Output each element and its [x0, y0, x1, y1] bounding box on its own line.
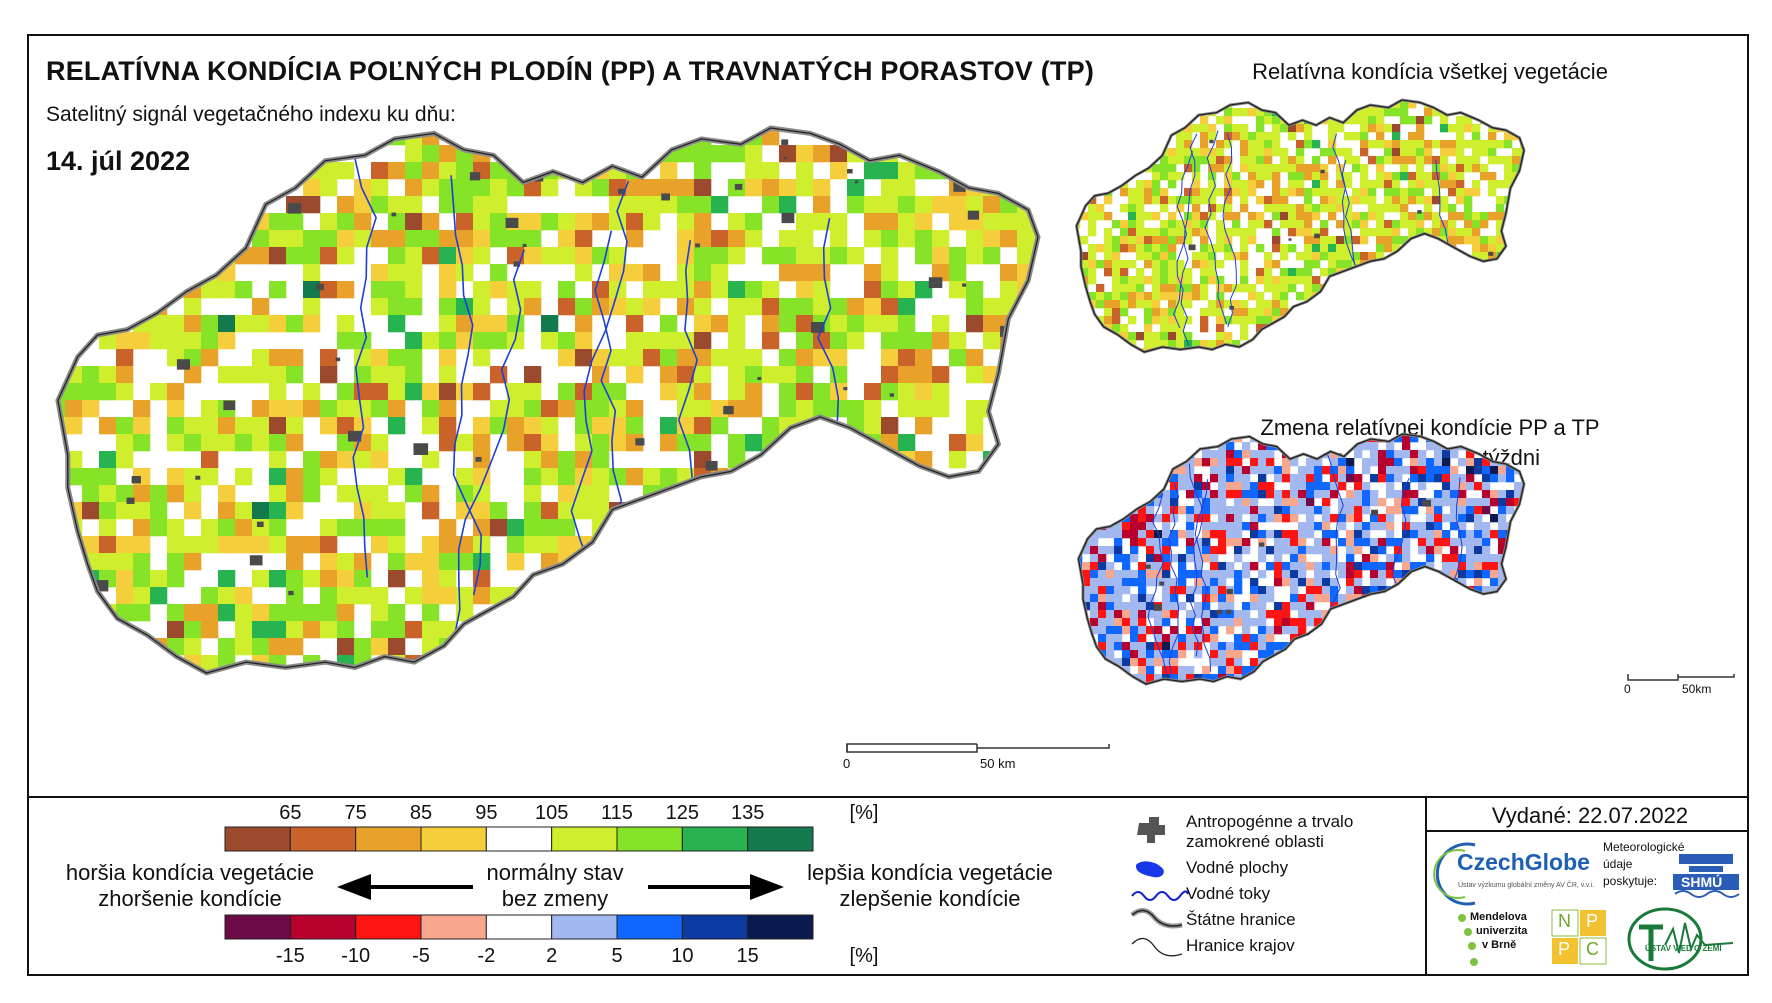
- colorbar-tick-label: -5: [412, 945, 430, 967]
- colorbar-tick-label: -10: [341, 945, 371, 967]
- colorbar-segment: [747, 826, 814, 852]
- logo-divider: [1425, 796, 1427, 976]
- main-scale-end: 50 km: [980, 756, 1016, 771]
- colorbar-segment: [485, 914, 553, 940]
- colorbar-tick-label: 10: [671, 945, 694, 967]
- colorbar-tick-label: 2: [546, 945, 558, 967]
- worse-label-line2: zhoršenie kondície: [98, 886, 282, 911]
- normal-label-line1: normálny stav: [486, 860, 624, 885]
- shmu-logo: [1673, 854, 1740, 898]
- colorbar-tick-label: -15: [275, 945, 305, 967]
- change-unit: [%]: [849, 945, 879, 967]
- right-arrow-icon: [648, 874, 784, 900]
- legend-divider: [27, 796, 1749, 798]
- colorbar-tick-label: 75: [344, 802, 367, 824]
- inset-scale-zero: 0: [1624, 682, 1631, 696]
- mendel-line3: v Brně: [1482, 939, 1517, 951]
- better-label: lepšia kondícia vegetácie zlepšenie kond…: [780, 860, 1080, 912]
- nppc-p1: P: [1586, 911, 1599, 931]
- colorbar-segment: [420, 914, 487, 940]
- mendel-line1: Mendelova: [1470, 911, 1527, 923]
- colorbar-segment: [485, 826, 553, 852]
- shmu-text: SHMÚ: [1681, 874, 1723, 890]
- uvz-logo: [1627, 907, 1734, 971]
- colorbar-segment: [224, 826, 291, 852]
- colorbar-tick-label: 85: [409, 802, 433, 824]
- legend-anthropogenic: Antropogénne a trvalo zamokrené oblasti: [1186, 812, 1354, 851]
- colorbar-tick-label: 15: [736, 945, 759, 967]
- colorbar-tick-label: -2: [477, 945, 496, 967]
- colorbar-tick-label: 95: [475, 802, 498, 824]
- condition-unit: [%]: [849, 802, 879, 824]
- meteo-text-3: poskytuje:: [1603, 874, 1658, 888]
- colorbar-tick-label: 65: [279, 802, 302, 824]
- issued-date: Vydané: 22.07.2022: [1491, 803, 1689, 828]
- condition-colorbar: [224, 826, 814, 852]
- inset-scale-bar: [1627, 674, 1735, 681]
- map-date: 14. júl 2022: [46, 146, 191, 176]
- colorbar-segment: [289, 914, 357, 940]
- river-icon: [1131, 890, 1189, 901]
- legend-state-border: Štátne hranice: [1186, 910, 1296, 929]
- better-label-line1: lepšia kondícia vegetácie: [807, 860, 1053, 885]
- czechglobe-logo: [1433, 842, 1476, 906]
- inset-all-vegetation-map: [1074, 98, 1526, 354]
- nppc-n: N: [1558, 911, 1571, 931]
- inset1-title: Relatívna kondícia všetkej vegetácie: [1252, 59, 1608, 84]
- main-scale-zero: 0: [843, 756, 851, 771]
- colorbar-segment: [616, 914, 683, 940]
- legend-water-bodies: Vodné plochy: [1186, 858, 1289, 877]
- map-title: RELATÍVNA KONDÍCIA POĽNÝCH PLODÍN (PP) A…: [46, 56, 1095, 86]
- colorbar-tick-label: 115: [601, 802, 633, 824]
- colorbar-segment: [681, 826, 749, 852]
- czechglobe-subtext: Ústav výzkumu globální změny AV ČR, v.v.…: [1458, 882, 1595, 889]
- main-scale-bar: [846, 743, 1110, 753]
- legend-region-border: Hranice krajov: [1186, 936, 1295, 955]
- inset-change-map: [1076, 432, 1526, 686]
- colorbar-tick-label: 105: [534, 802, 569, 824]
- inset-scale-end: 50km: [1682, 682, 1712, 696]
- nppc-logo: [1551, 909, 1607, 965]
- worse-label-line1: horšia kondícia vegetácie: [65, 860, 315, 885]
- colorbar-tick-label: 135: [730, 802, 765, 824]
- colorbar-segment: [616, 826, 683, 852]
- nppc-c: C: [1586, 939, 1599, 959]
- colorbar-segment: [420, 826, 487, 852]
- colorbar-segment: [551, 826, 618, 852]
- normal-label-line2: bez zmeny: [501, 886, 609, 911]
- colorbar-tick-label: 125: [665, 802, 700, 824]
- colorbar-segment: [551, 914, 618, 940]
- colorbar-segment: [289, 826, 357, 852]
- normal-label: normálny stav bez zmeny: [440, 860, 670, 912]
- mendel-line2: univerzita: [1476, 925, 1528, 937]
- colorbar-segment: [355, 914, 422, 940]
- state-border-icon: [1130, 908, 1183, 929]
- main-map-raster: [55, 125, 1041, 676]
- region-border-icon: [1131, 937, 1183, 957]
- change-colorbar: [224, 914, 814, 940]
- left-arrow-icon: [337, 874, 473, 900]
- issued-divider: [1425, 830, 1749, 832]
- map-frame: [27, 34, 1749, 976]
- map-subtitle: Satelitný signál vegetačného indexu ku d…: [46, 103, 456, 126]
- colorbar-tick-label: 5: [611, 945, 623, 967]
- worse-label: horšia kondícia vegetácie zhoršenie kond…: [40, 860, 340, 912]
- mendel-logo-dots: [1458, 914, 1478, 966]
- anthropogenic-area-icon: [1137, 817, 1165, 843]
- legend-rivers: Vodné toky: [1186, 884, 1271, 903]
- better-label-line2: zlepšenie kondície: [839, 886, 1021, 911]
- uvz-text: ÚSTAV VIED O ZEMI: [1645, 944, 1722, 953]
- inset2-title-line1: Zmena relatívnej kondície PP a TP: [1260, 415, 1600, 440]
- meteo-text-2: údaje: [1603, 857, 1633, 871]
- colorbar-segment: [355, 826, 422, 852]
- colorbar-segment: [681, 914, 749, 940]
- nppc-p2: P: [1558, 939, 1571, 959]
- water-body-icon: [1135, 861, 1164, 878]
- colorbar-segment: [747, 914, 814, 940]
- czechglobe-text: CzechGlobe: [1457, 849, 1590, 875]
- meteo-text-1: Meteorologické: [1603, 840, 1685, 854]
- colorbar-segment: [224, 914, 291, 940]
